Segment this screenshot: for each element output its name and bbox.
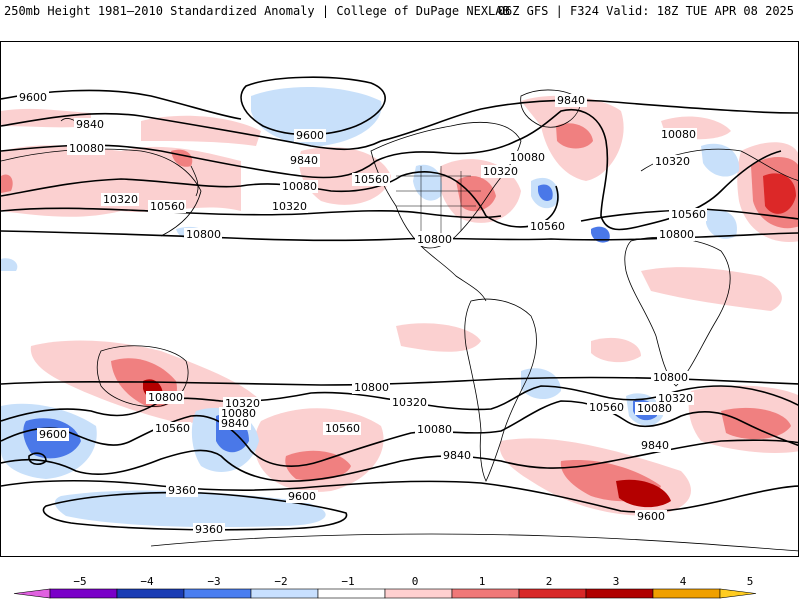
contour-label-9360: 9360 xyxy=(195,523,223,536)
contour-label-10560: 10560 xyxy=(354,173,389,186)
contour-label-10800: 10800 xyxy=(354,381,389,394)
contour-label-10800: 10800 xyxy=(148,391,183,404)
contour-label-10560: 10560 xyxy=(155,422,190,435)
contour-label-10320: 10320 xyxy=(103,193,138,206)
colorbar-arrow-left xyxy=(13,588,51,599)
contour-label-10560: 10560 xyxy=(589,401,624,414)
contour-label-10320: 10320 xyxy=(392,396,427,409)
positive-anomaly-region xyxy=(1,145,241,217)
contour-label-10080: 10080 xyxy=(221,407,256,420)
contour-label-10320: 10320 xyxy=(272,200,307,213)
contour-label-10560: 10560 xyxy=(150,200,185,213)
positive-anomaly-region xyxy=(641,267,782,311)
colorbar-tick-label: 3 xyxy=(612,575,620,588)
negative-anomaly-region xyxy=(521,368,561,400)
contour-label-9600: 9600 xyxy=(288,490,316,503)
positive-anomaly-region xyxy=(763,173,796,214)
colorbar-tick-label: 0 xyxy=(411,575,419,588)
contour-labels: 9600 9840 10080 10320 10560 10800 9600 9… xyxy=(17,91,707,536)
positive-anomaly-region xyxy=(721,407,791,440)
map-canvas: 9600 9840 10080 10320 10560 10800 9600 9… xyxy=(1,76,798,552)
contour-label-10800: 10800 xyxy=(186,228,221,241)
colorbar-cell xyxy=(183,588,252,599)
contour-label-9600: 9600 xyxy=(296,129,324,142)
positive-anomaly-region xyxy=(456,176,496,212)
colorbar-cell xyxy=(250,588,319,599)
colorbar-cell xyxy=(518,588,587,599)
contour-label-9600: 9600 xyxy=(19,91,47,104)
contour-label-10320: 10320 xyxy=(225,397,260,410)
contour-label-9840: 9840 xyxy=(641,439,669,452)
contour-label-9600: 9600 xyxy=(39,428,67,441)
colorbar-tick-label: −4 xyxy=(140,575,154,588)
contour-label-10560: 10560 xyxy=(325,422,360,435)
contour-label-10320: 10320 xyxy=(655,155,690,168)
negative-anomaly-region xyxy=(706,209,737,239)
colorbar-tick-label: −5 xyxy=(73,575,87,588)
height-contours xyxy=(1,76,798,531)
negative-anomaly-region xyxy=(413,164,442,201)
contour-label-10800: 10800 xyxy=(659,228,694,241)
colorbar-tick-label: −2 xyxy=(274,575,288,588)
colorbar-tick-label: 5 xyxy=(746,575,754,588)
colorbar-cell xyxy=(384,588,453,599)
colorbar-arrow-right xyxy=(719,588,757,599)
contour-label-9840: 9840 xyxy=(76,118,104,131)
negative-anomaly-region xyxy=(1,258,18,271)
positive-anomaly-region xyxy=(1,174,13,193)
positive-anomaly-region xyxy=(396,323,481,352)
contour-label-10080: 10080 xyxy=(661,128,696,141)
positive-anomaly-region xyxy=(556,123,593,149)
negative-anomaly-region xyxy=(701,143,740,177)
contour-label-10560: 10560 xyxy=(530,220,565,233)
positive-anomaly-region xyxy=(591,337,641,363)
colorbar-cell xyxy=(652,588,721,599)
contour-label-10800: 10800 xyxy=(653,371,688,384)
contour-label-9600: 9600 xyxy=(637,510,665,523)
contour-label-10800: 10800 xyxy=(417,233,452,246)
negative-anomaly-region xyxy=(591,226,610,243)
anomaly-map: 9600 9840 10080 10320 10560 10800 9600 9… xyxy=(0,41,799,557)
colorbar-tick-label: −3 xyxy=(207,575,221,588)
colorbar-cell xyxy=(116,588,185,599)
positive-anomaly-region xyxy=(616,479,671,508)
contour-label-10080: 10080 xyxy=(637,402,672,415)
positive-anomaly-region xyxy=(141,115,261,146)
anomaly-colorbar xyxy=(13,588,757,599)
map-title: 250mb Height 1981–2010 Standardized Anom… xyxy=(4,4,510,18)
colorbar-cell xyxy=(49,588,118,599)
colorbar-tick-label: −1 xyxy=(341,575,355,588)
contour-label-9360: 9360 xyxy=(168,484,196,497)
contour-label-10320: 10320 xyxy=(483,165,518,178)
contour-label-10080: 10080 xyxy=(510,151,545,164)
negative-anomaly-region xyxy=(251,86,382,146)
contour-label-9840: 9840 xyxy=(290,154,318,167)
colorbar-cell xyxy=(317,588,386,599)
model-run-label: 06Z GFS | F324 Valid: 18Z TUE APR 08 202… xyxy=(497,4,794,18)
positive-anomaly-region xyxy=(285,450,351,481)
colorbar-cell xyxy=(451,588,520,599)
negative-anomaly-region xyxy=(538,184,553,202)
colorbar-tick-label: 1 xyxy=(478,575,486,588)
contour-label-9840: 9840 xyxy=(221,417,249,430)
contour-label-10080: 10080 xyxy=(69,142,104,155)
negative-anomaly-region xyxy=(54,490,326,528)
contour-label-10080: 10080 xyxy=(282,180,317,193)
contour-label-10080: 10080 xyxy=(417,423,452,436)
colorbar-tick-label: 2 xyxy=(545,575,553,588)
colorbar-cell xyxy=(585,588,654,599)
us-borders xyxy=(396,166,481,236)
contour-label-10560: 10560 xyxy=(671,208,706,221)
colorbar-tick-label: 4 xyxy=(679,575,687,588)
contour-label-9840: 9840 xyxy=(443,449,471,462)
contour-label-9840: 9840 xyxy=(557,94,585,107)
contour-label-10320: 10320 xyxy=(658,392,693,405)
